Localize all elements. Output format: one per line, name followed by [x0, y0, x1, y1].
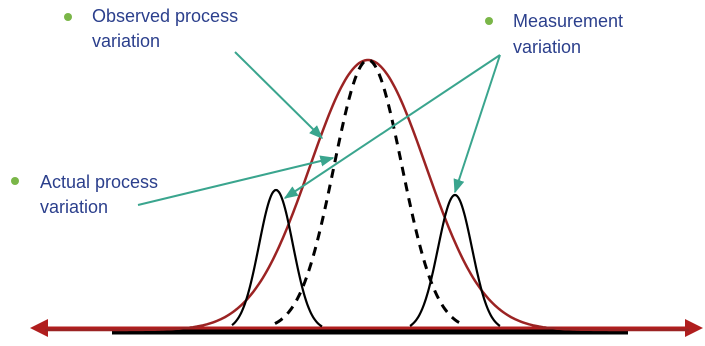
- actual-label-line-1: Actual process: [40, 172, 158, 192]
- measurement-pointer-arrow-right: [453, 54, 501, 194]
- actual-label: Actual process variation: [11, 172, 158, 217]
- actual-variation-curve: [274, 58, 462, 325]
- measurement-pointer-arrow-left: [283, 54, 501, 199]
- observed-bullet: [64, 13, 72, 21]
- axis-right-arrowhead: [685, 319, 703, 337]
- measurement-variation-curve-left: [231, 188, 323, 328]
- observed-label-line-2: variation: [92, 31, 160, 51]
- measurement-bullet: [485, 17, 493, 25]
- measurement-label: Measurement variation: [485, 11, 623, 57]
- measurement-label-line-2: variation: [513, 37, 581, 57]
- actual-pointer-arrow: [137, 155, 335, 206]
- actual-label-line-2: variation: [40, 197, 108, 217]
- measurement-variation-curve-right: [409, 193, 501, 327]
- observed-variation-curve: [45, 58, 689, 332]
- measurement-label-line-1: Measurement: [513, 11, 623, 31]
- observed-pointer-arrow: [234, 51, 323, 139]
- axis-left-arrowhead: [30, 319, 48, 337]
- observed-label-line-1: Observed process: [92, 6, 238, 26]
- observed-label: Observed process variation: [64, 6, 238, 51]
- actual-bullet: [11, 177, 19, 185]
